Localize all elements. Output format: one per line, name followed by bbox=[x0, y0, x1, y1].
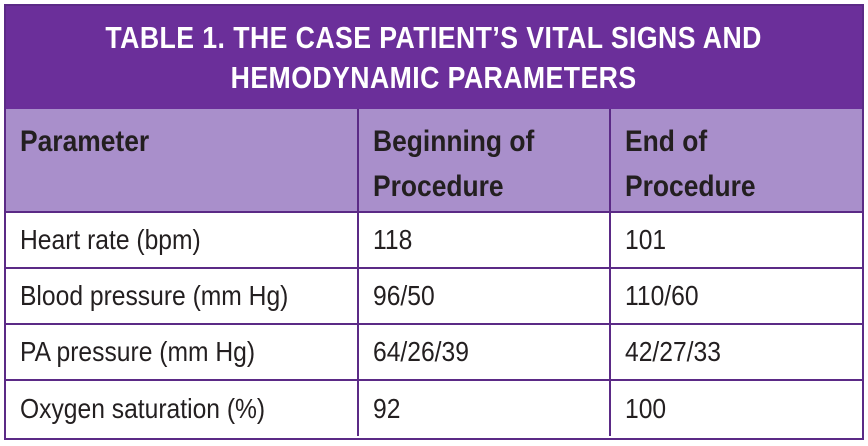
cell-parameter: Oxygen saturation (%) bbox=[6, 380, 359, 436]
cell-parameter: Blood pressure (mm Hg) bbox=[6, 268, 359, 325]
cell-beginning: 96/50 bbox=[358, 268, 611, 325]
cell-beginning-text: 118 bbox=[373, 224, 413, 255]
column-header-beginning-line-1: Beginning of bbox=[373, 125, 535, 158]
data-table: Parameter Beginning of Procedure End of … bbox=[6, 109, 862, 436]
column-header-beginning-line-2: Procedure bbox=[373, 170, 504, 203]
cell-end-text: 101 bbox=[625, 224, 667, 255]
cell-beginning: 118 bbox=[358, 212, 611, 269]
table-row: Oxygen saturation (%) 92 100 bbox=[6, 380, 862, 436]
cell-beginning-text: 92 bbox=[373, 392, 401, 424]
cell-beginning-text: 64/26/39 bbox=[373, 336, 469, 367]
cell-end: 101 bbox=[610, 212, 862, 269]
cell-end: 110/60 bbox=[610, 268, 862, 325]
table-row: PA pressure (mm Hg) 64/26/39 42/27/33 bbox=[6, 324, 862, 381]
column-header-parameter-label: Parameter bbox=[20, 125, 150, 158]
cell-parameter-text: PA pressure (mm Hg) bbox=[20, 336, 256, 367]
column-header-beginning: Beginning of Procedure bbox=[358, 109, 611, 213]
header-row: Parameter Beginning of Procedure End of … bbox=[6, 109, 862, 213]
cell-end: 42/27/33 bbox=[610, 324, 862, 381]
table-row: Blood pressure (mm Hg) 96/50 110/60 bbox=[6, 268, 862, 325]
cell-beginning: 92 bbox=[358, 380, 611, 436]
cell-end-text: 100 bbox=[625, 392, 667, 424]
cell-parameter-text: Oxygen saturation (%) bbox=[20, 392, 266, 424]
column-header-end: End of Procedure bbox=[610, 109, 862, 213]
cell-parameter: PA pressure (mm Hg) bbox=[6, 324, 359, 381]
cell-parameter-text: Heart rate (bpm) bbox=[20, 224, 201, 255]
vital-signs-table: TABLE 1. THE CASE PATIENT’S VITAL SIGNS … bbox=[4, 4, 864, 440]
cell-end-text: 110/60 bbox=[625, 280, 699, 311]
column-header-parameter: Parameter bbox=[6, 109, 359, 213]
cell-parameter-text: Blood pressure (mm Hg) bbox=[20, 280, 289, 311]
cell-beginning: 64/26/39 bbox=[358, 324, 611, 381]
table-title: TABLE 1. THE CASE PATIENT’S VITAL SIGNS … bbox=[6, 6, 862, 109]
column-header-end-line-2: Procedure bbox=[625, 170, 756, 203]
cell-end-text: 42/27/33 bbox=[625, 336, 721, 367]
table-title-line-1: TABLE 1. THE CASE PATIENT’S VITAL SIGNS … bbox=[105, 19, 763, 55]
cell-end: 100 bbox=[610, 380, 862, 436]
table-row: Heart rate (bpm) 118 101 bbox=[6, 212, 862, 269]
column-header-end-line-1: End of bbox=[625, 125, 708, 158]
table-title-line-2: HEMODYNAMIC PARAMETERS bbox=[231, 59, 637, 95]
cell-beginning-text: 96/50 bbox=[373, 280, 435, 311]
cell-parameter: Heart rate (bpm) bbox=[6, 212, 359, 269]
